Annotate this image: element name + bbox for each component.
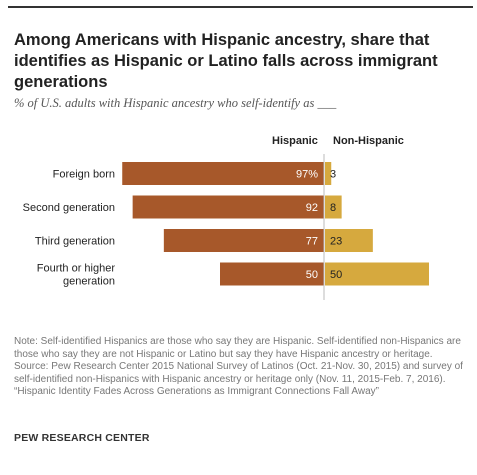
bar-hispanic	[220, 262, 324, 286]
bar-non-hispanic	[325, 262, 429, 286]
chart-notes: Note: Self-identified Hispanics are thos…	[14, 336, 466, 399]
data-label-hispanic: 77	[306, 236, 318, 248]
data-label-non-hispanic: 50	[330, 269, 342, 281]
bar-hispanic	[132, 195, 324, 219]
chart-title: Among Americans with Hispanic ancestry, …	[14, 31, 438, 91]
data-label-hispanic: 50	[306, 269, 318, 281]
source-org: PEW RESEARCH CENTER	[14, 432, 150, 444]
note-text: Note: Self-identified Hispanics are thos…	[14, 336, 461, 360]
report-title-text: “Hispanic Identity Fades Across Generati…	[14, 386, 379, 398]
top-rule	[8, 6, 473, 8]
bar-non-hispanic	[325, 195, 342, 219]
data-label-hispanic: 92	[306, 202, 318, 214]
bar-non-hispanic	[325, 229, 373, 252]
column-header-non-hispanic: Non-Hispanic	[333, 135, 404, 147]
data-label-non-hispanic: 8	[330, 202, 336, 214]
category-label: Second generation	[23, 202, 115, 214]
column-header-hispanic: Hispanic	[272, 135, 318, 147]
bar-hispanic	[163, 229, 324, 252]
category-label: Foreign born	[53, 169, 115, 181]
bar-hispanic	[122, 162, 325, 185]
source-text: Source: Pew Research Center 2015 Nationa…	[14, 361, 463, 385]
data-label-non-hispanic: 3	[330, 169, 336, 181]
category-label: Third generation	[35, 236, 115, 248]
bar-non-hispanic	[325, 162, 332, 185]
chart-subtitle: % of U.S. adults with Hispanic ancestry …	[14, 96, 337, 110]
diverging-bar-chart: 97% 3 Foreign born 92 8 Second generation 77 23…	[23, 154, 429, 300]
data-label-hispanic: 97%	[296, 169, 318, 181]
category-label: Fourth or higher	[37, 263, 116, 275]
category-label: generation	[63, 276, 115, 288]
data-label-non-hispanic: 23	[330, 236, 342, 248]
